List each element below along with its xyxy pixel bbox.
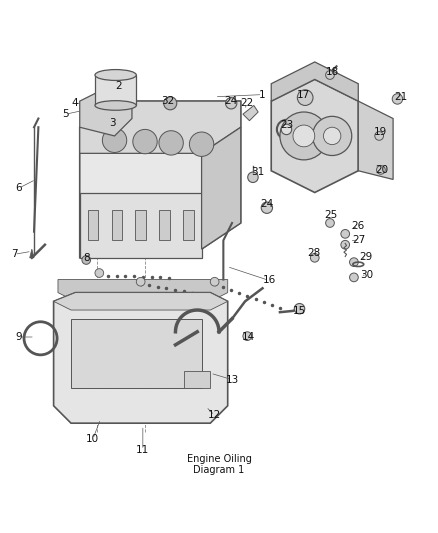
Circle shape — [350, 273, 358, 282]
Circle shape — [226, 98, 237, 109]
Text: 29: 29 — [360, 252, 373, 262]
Circle shape — [159, 131, 184, 155]
Polygon shape — [80, 101, 241, 154]
Text: 2: 2 — [116, 81, 122, 91]
Polygon shape — [80, 192, 201, 258]
Text: 16: 16 — [262, 276, 276, 286]
Bar — [184, 371, 210, 389]
Text: 1: 1 — [259, 90, 266, 100]
Text: 17: 17 — [297, 90, 311, 100]
Text: 20: 20 — [376, 165, 389, 175]
Circle shape — [133, 130, 157, 154]
Text: 14: 14 — [242, 332, 255, 342]
Bar — [95, 75, 136, 106]
Text: 11: 11 — [136, 445, 149, 455]
Bar — [184, 210, 194, 240]
Text: 24: 24 — [260, 199, 273, 209]
Text: 23: 23 — [280, 120, 293, 130]
Text: 25: 25 — [324, 210, 337, 220]
Text: 12: 12 — [208, 410, 221, 421]
Circle shape — [323, 127, 341, 144]
Text: 15: 15 — [293, 306, 306, 316]
Polygon shape — [271, 62, 358, 101]
Text: 10: 10 — [86, 434, 99, 445]
Bar — [159, 210, 170, 240]
Text: 22: 22 — [240, 98, 254, 108]
Polygon shape — [80, 101, 241, 258]
Circle shape — [325, 71, 334, 79]
Circle shape — [293, 125, 315, 147]
Circle shape — [375, 132, 384, 140]
Text: 5: 5 — [63, 109, 69, 119]
Text: 18: 18 — [325, 67, 339, 77]
Circle shape — [392, 94, 403, 104]
Text: 4: 4 — [71, 98, 78, 108]
Text: 19: 19 — [374, 127, 387, 138]
Text: 3: 3 — [109, 118, 116, 128]
Polygon shape — [80, 84, 132, 136]
Text: 27: 27 — [353, 235, 366, 245]
Text: 13: 13 — [226, 375, 239, 385]
Polygon shape — [53, 293, 228, 310]
Circle shape — [341, 240, 350, 249]
Circle shape — [341, 230, 350, 238]
Text: 21: 21 — [394, 92, 407, 102]
Text: 31: 31 — [251, 167, 265, 176]
Polygon shape — [53, 293, 228, 423]
Bar — [135, 210, 146, 240]
Polygon shape — [58, 279, 228, 301]
Circle shape — [281, 124, 292, 135]
Circle shape — [311, 254, 319, 262]
Circle shape — [189, 132, 214, 156]
Circle shape — [82, 256, 91, 264]
Circle shape — [280, 112, 328, 160]
Polygon shape — [71, 319, 201, 389]
Ellipse shape — [95, 101, 136, 110]
Text: 30: 30 — [360, 270, 374, 280]
Text: 26: 26 — [352, 221, 365, 231]
Circle shape — [102, 128, 127, 152]
Circle shape — [261, 202, 272, 213]
Circle shape — [95, 269, 104, 277]
Circle shape — [136, 277, 145, 286]
Circle shape — [164, 97, 177, 110]
Circle shape — [248, 172, 258, 182]
Text: 9: 9 — [15, 332, 22, 342]
Circle shape — [377, 166, 385, 174]
Polygon shape — [358, 101, 393, 180]
Bar — [112, 210, 122, 240]
Bar — [88, 210, 98, 240]
Circle shape — [325, 219, 334, 228]
Circle shape — [294, 303, 305, 314]
Polygon shape — [271, 79, 358, 192]
Text: Engine Oiling
Diagram 1: Engine Oiling Diagram 1 — [187, 454, 251, 475]
Polygon shape — [30, 249, 34, 258]
Polygon shape — [201, 127, 241, 249]
Circle shape — [297, 90, 313, 106]
Ellipse shape — [95, 70, 136, 80]
Circle shape — [243, 332, 252, 341]
Circle shape — [350, 258, 358, 266]
Text: 8: 8 — [83, 253, 89, 263]
Text: 7: 7 — [11, 249, 18, 260]
Polygon shape — [243, 106, 258, 120]
Circle shape — [210, 277, 219, 286]
Text: 28: 28 — [307, 247, 321, 257]
Circle shape — [313, 116, 352, 156]
Text: 6: 6 — [15, 183, 22, 193]
Text: 32: 32 — [161, 96, 174, 106]
Text: 24: 24 — [225, 96, 238, 106]
